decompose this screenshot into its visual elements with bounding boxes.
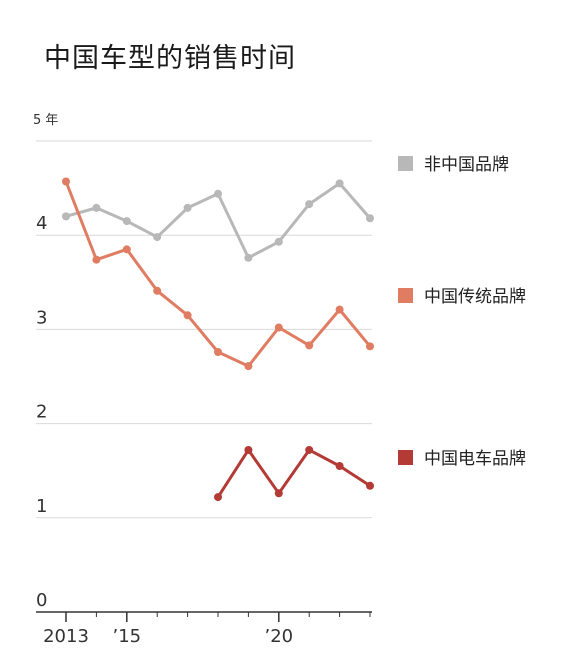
data-point <box>183 203 192 212</box>
x-tick-label: 2013 <box>43 626 89 647</box>
data-point <box>244 445 253 454</box>
y-tick-label: 2 <box>36 402 47 423</box>
data-point <box>366 342 374 351</box>
data-point <box>153 233 162 242</box>
data-point <box>366 214 374 223</box>
series-lines <box>62 177 374 502</box>
y-tick-label: 0 <box>36 590 47 611</box>
data-point <box>244 362 253 371</box>
data-point <box>214 493 222 502</box>
data-point <box>244 253 253 262</box>
y-tick-label: 4 <box>36 213 47 234</box>
legend-label: 非中国品牌 <box>424 155 509 175</box>
data-point <box>335 179 344 188</box>
data-point <box>335 305 344 314</box>
legend-swatch <box>398 288 413 303</box>
data-point <box>274 489 283 498</box>
chart-title: 中国车型的销售时间 <box>44 43 296 74</box>
data-point <box>122 245 131 254</box>
y-tick-label: 1 <box>36 496 47 517</box>
data-point <box>274 323 283 332</box>
data-point <box>305 341 314 350</box>
data-point <box>153 286 162 295</box>
y-tick-label: 3 <box>36 307 47 328</box>
data-point <box>214 189 222 198</box>
y-axis-labels: 5 年 0 1 2 3 4 <box>33 113 58 611</box>
data-point <box>274 237 283 246</box>
data-point <box>92 203 101 212</box>
data-point <box>92 255 101 264</box>
y-unit-label: 5 年 <box>33 113 58 128</box>
data-point <box>214 348 222 357</box>
data-point <box>366 481 374 490</box>
legend-swatch <box>398 450 413 465</box>
series-line <box>64 180 372 368</box>
data-point <box>335 461 344 470</box>
x-axis: 2013 ’15 ’20 <box>36 611 372 647</box>
legend-swatch <box>398 156 413 171</box>
data-point <box>62 177 70 186</box>
series-line <box>216 448 371 498</box>
data-point <box>305 200 314 209</box>
data-point <box>305 445 314 454</box>
data-point <box>62 212 70 221</box>
data-point <box>183 311 192 320</box>
x-tick-label: ’15 <box>112 626 141 647</box>
data-point <box>122 217 131 226</box>
gridlines <box>36 140 372 519</box>
legend-label: 中国电车品牌 <box>424 449 526 469</box>
x-tick-label: ’20 <box>264 626 293 647</box>
legend-label: 中国传统品牌 <box>424 287 526 307</box>
